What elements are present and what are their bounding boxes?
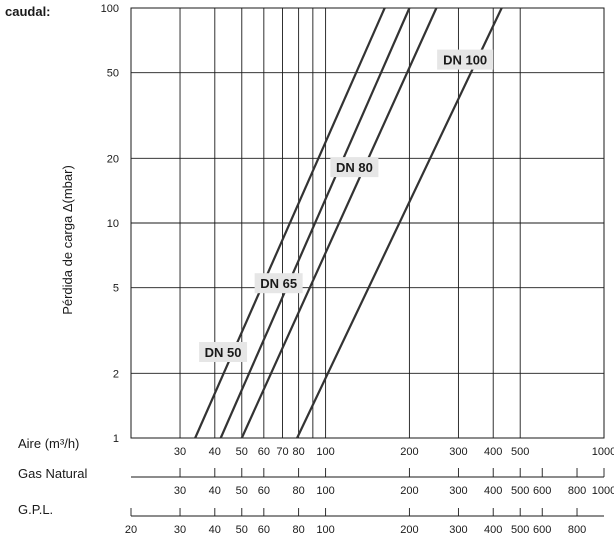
y-tick-label: 100 [101, 3, 119, 15]
scale-tick-label: 300 [449, 446, 467, 458]
y-tick-label: 5 [113, 283, 119, 295]
scale-tick-label: 30 [174, 524, 186, 536]
series-line [240, 7, 438, 439]
series-label-bg [199, 342, 248, 362]
scale-tick-label: 40 [209, 446, 221, 458]
scale-tick-label: 400 [484, 446, 502, 458]
chart-title: caudal: [5, 4, 51, 19]
series-line [194, 7, 386, 439]
scale-name: Aire (m³/h) [18, 436, 79, 451]
y-tick-label: 20 [107, 153, 119, 165]
scale-tick-label: 40 [209, 485, 221, 497]
scale-tick-label: 600 [533, 524, 551, 536]
y-tick-label: 1 [113, 433, 119, 445]
series-label-bg [254, 273, 303, 294]
flow-scales: Aire (m³/h) 30 40 50 60 70 80 100 200 300 400 500 10… [18, 436, 614, 536]
scale-tick-label: 80 [292, 446, 304, 458]
scale-tick-label: 100 [316, 446, 334, 458]
scale-tick-label: 400 [484, 524, 502, 536]
y-tick-label: 50 [107, 68, 119, 80]
scale-tick-label: 500 [511, 485, 529, 497]
grid [131, 7, 605, 439]
scale-tick-label: 600 [533, 485, 551, 497]
y-axis-label: Pérdida de carga Δ(mbar) [60, 165, 75, 315]
series-line [219, 7, 411, 439]
scale-tick-label: 80 [292, 485, 304, 497]
scale-tick-label: 30 [174, 485, 186, 497]
scale-tick-label: 20 [125, 524, 137, 536]
y-tick-label: 2 [113, 368, 119, 380]
scale-tick-label: 400 [484, 485, 502, 497]
scale-tick-label: 50 [236, 446, 248, 458]
plot-frame [130, 7, 605, 439]
scale-tick-label: 500 [511, 446, 529, 458]
scale-tick-label: 500 [511, 524, 529, 536]
series-label-bg [437, 49, 494, 70]
scale-tick-label: 100 [316, 485, 334, 497]
scale-tick-label: 800 [568, 524, 586, 536]
scale-tick-label: 50 [236, 524, 248, 536]
scale-tick-label: 200 [400, 446, 418, 458]
scale-tick-label: 100 [316, 524, 334, 536]
scale-tick-label: 60 [258, 446, 270, 458]
scale-tick-label: 200 [400, 524, 418, 536]
series-label: DN 100 [443, 53, 487, 68]
scale-tick-label: 60 [258, 524, 270, 536]
scale-tick-label: 30 [174, 446, 186, 458]
scale-tick-label: 800 [568, 485, 586, 497]
scale-tick-label: 1000 [592, 485, 614, 497]
y-tick-label: 10 [107, 218, 119, 230]
series-line [296, 7, 503, 439]
series-lines [194, 7, 503, 439]
scale-tick-label: 70 [276, 446, 288, 458]
scale-name: Gas Natural [18, 466, 87, 481]
scale-name: G.P.L. [18, 502, 53, 517]
series-label-bg [330, 157, 379, 178]
series-label: DN 65 [260, 276, 297, 291]
series-label: DN 50 [205, 345, 242, 360]
y-tick-labels: 1 2 5 10 20 50 100 [101, 3, 119, 445]
scale-tick-label: 40 [209, 524, 221, 536]
scale-tick-label: 300 [449, 485, 467, 497]
scale-tick-label: 300 [449, 524, 467, 536]
scale-tick-label: 50 [236, 485, 248, 497]
series-label: DN 80 [336, 160, 373, 175]
series-labels: DN 50 DN 65 DN 80 DN 100 [199, 49, 494, 362]
scale-tick-label: 200 [400, 485, 418, 497]
scale-tick-label: 1000 [592, 446, 614, 458]
scale-tick-label: 80 [292, 524, 304, 536]
scale-tick-label: 60 [258, 485, 270, 497]
